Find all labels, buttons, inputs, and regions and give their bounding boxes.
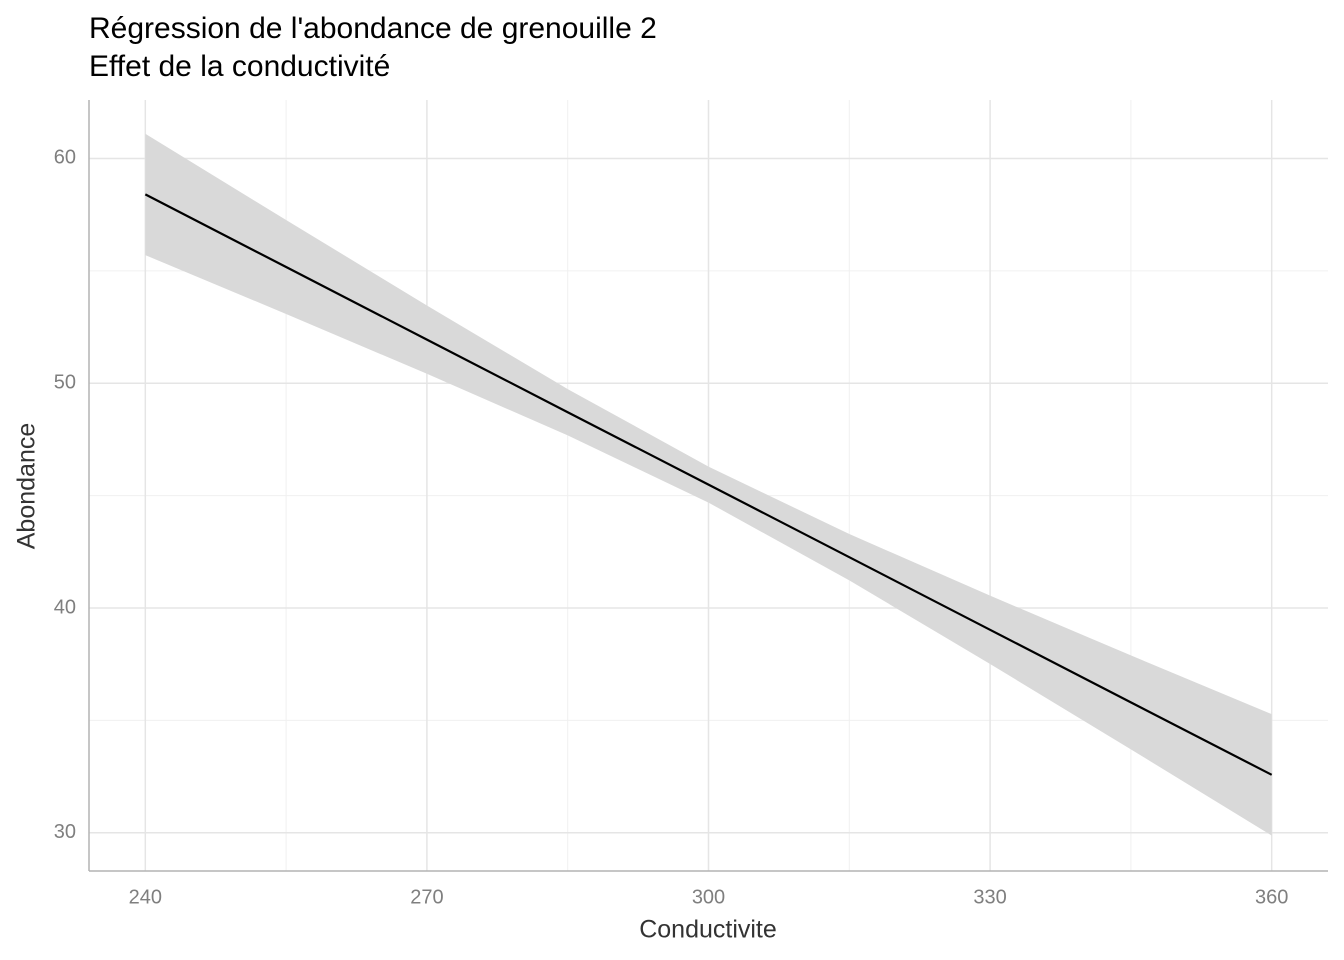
x-tick-label: 300 bbox=[692, 886, 725, 908]
y-axis-title: Abondance bbox=[13, 423, 41, 550]
x-tick-label: 330 bbox=[973, 886, 1006, 908]
x-axis-title: Conductivite bbox=[639, 916, 777, 944]
x-tick-label: 270 bbox=[410, 886, 443, 908]
chart-subtitle: Effet de la conductivité bbox=[89, 50, 390, 83]
fit-line bbox=[144, 193, 1273, 776]
x-tick-label: 360 bbox=[1255, 886, 1288, 908]
y-tick-label: 40 bbox=[54, 596, 76, 618]
chart-title: Régression de l'abondance de grenouille … bbox=[89, 12, 657, 45]
y-tick-label: 60 bbox=[54, 147, 76, 169]
y-tick-label: 50 bbox=[54, 372, 76, 394]
y-tick-label: 30 bbox=[54, 821, 76, 843]
x-tick-label: 240 bbox=[129, 886, 162, 908]
